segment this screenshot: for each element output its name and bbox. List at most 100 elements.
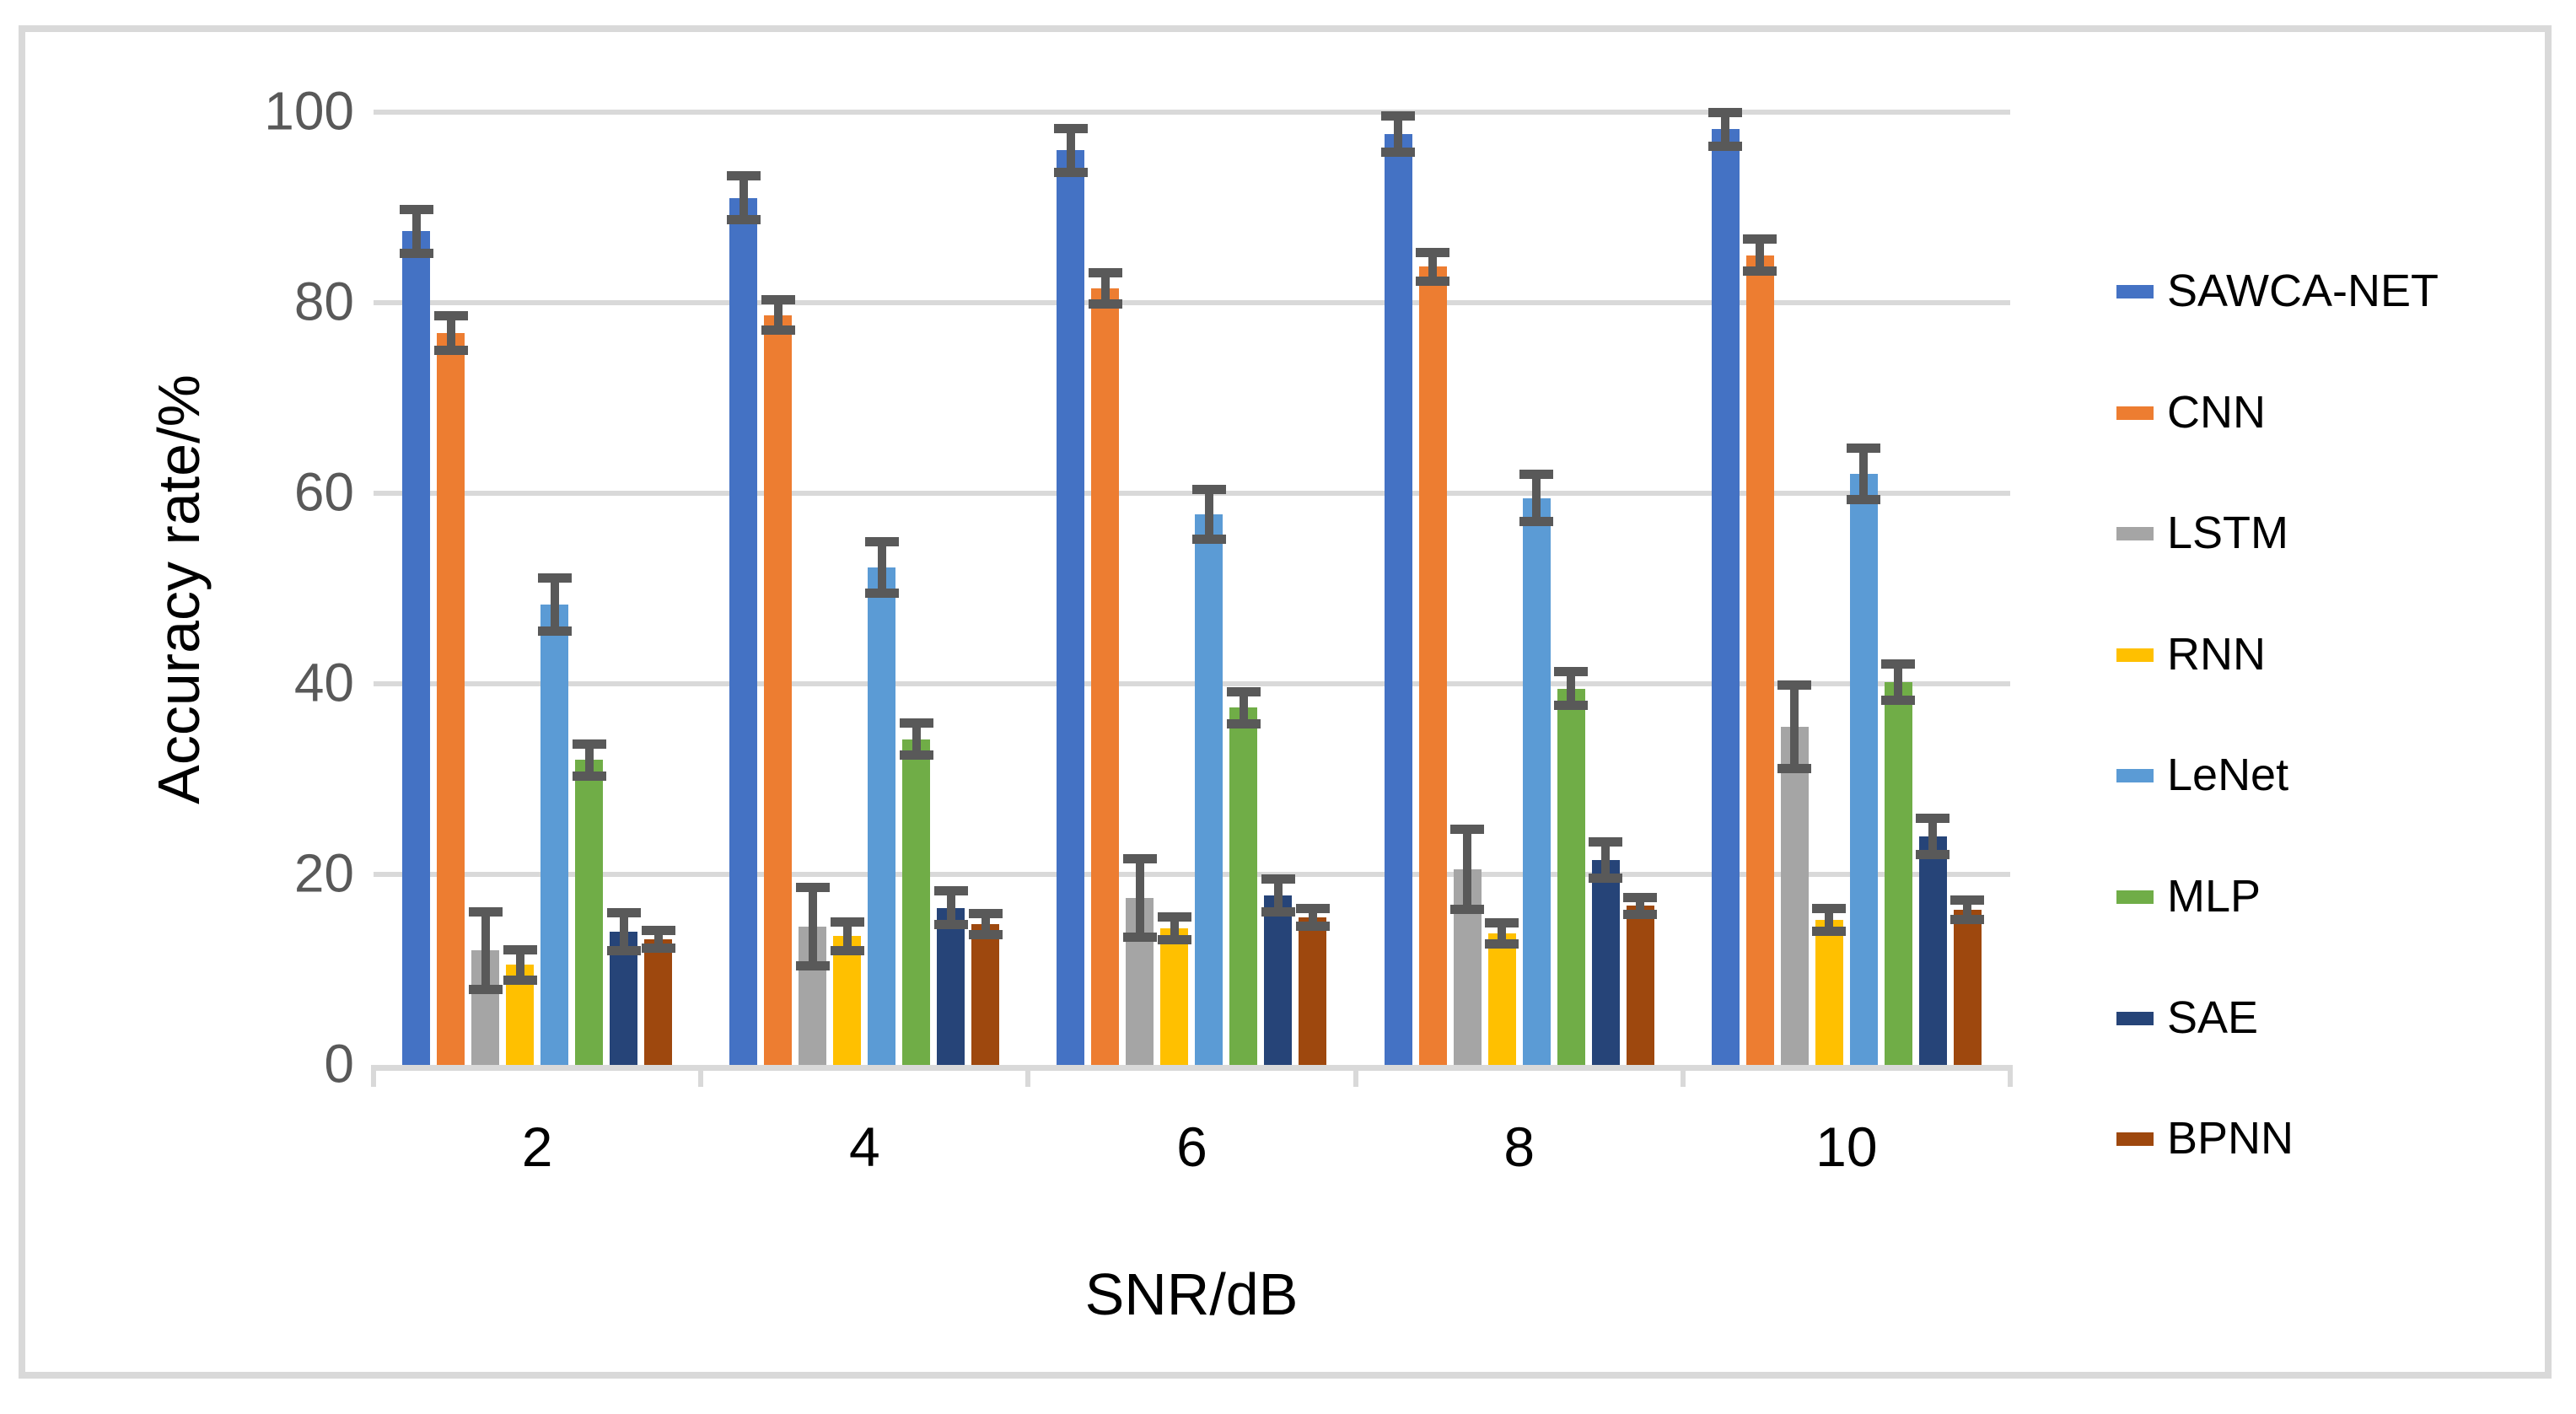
error-bar-cap-top <box>641 926 675 936</box>
error-bar-cap-bottom <box>761 325 795 336</box>
error-bar-whisker <box>773 299 782 331</box>
bar-cnn-snr4 <box>764 315 793 1065</box>
error-bar-cap-top <box>1554 666 1589 676</box>
error-bar-whisker <box>653 930 663 948</box>
error-bar-cap-bottom <box>1950 914 1985 924</box>
legend-item-label: BPNN <box>2167 1112 2294 1164</box>
error-bar-cap-bottom <box>1847 495 1881 505</box>
legend-swatch-sae <box>2116 1011 2154 1025</box>
error-bar-whisker <box>1066 128 1075 173</box>
bar-sae-snr10 <box>1918 836 1947 1065</box>
error-bar-cap-bottom <box>1554 701 1589 711</box>
error-bar-cap-bottom <box>468 985 503 995</box>
error-bar-whisker <box>1100 272 1110 304</box>
x-axis-line <box>374 1065 2010 1071</box>
error-bar-cap-bottom <box>864 589 899 599</box>
error-bar-cap-bottom <box>641 943 675 953</box>
bar-sae-snr6 <box>1264 895 1293 1065</box>
error-bar-whisker <box>1567 671 1576 706</box>
error-bar-whisker <box>1498 922 1507 944</box>
bar-mlp-snr10 <box>1884 681 1912 1065</box>
error-bar-cap-top <box>830 917 864 927</box>
x-tick-label: 2 <box>521 1116 553 1178</box>
gridline <box>374 110 2010 115</box>
x-axis-tick-mark <box>1680 1065 1686 1087</box>
error-bar-whisker <box>1428 252 1438 281</box>
legend-swatch-bpnn <box>2116 1132 2154 1147</box>
bar-bpnn-snr8 <box>1626 906 1654 1065</box>
error-bar-whisker <box>1532 474 1541 522</box>
bar-lstm-snr10 <box>1780 726 1809 1065</box>
error-bar-cap-top <box>761 295 795 305</box>
error-bar-whisker <box>1204 489 1213 540</box>
legend-swatch-mlp <box>2116 890 2154 904</box>
error-bar-cap-top <box>503 944 537 954</box>
error-bar-whisker <box>1859 448 1869 500</box>
error-bar-cap-top <box>433 311 468 321</box>
error-bar-cap-bottom <box>1589 874 1623 884</box>
bar-mlp-snr4 <box>902 739 931 1065</box>
error-bar-cap-top <box>572 739 606 749</box>
error-bar-whisker <box>877 541 886 594</box>
legend-item-label: CNN <box>2167 386 2266 438</box>
error-bar-cap-bottom <box>1226 718 1261 729</box>
bar-cnn-snr6 <box>1091 288 1120 1065</box>
error-bar-cap-top <box>726 171 761 181</box>
error-bar-cap-top <box>1708 107 1743 117</box>
error-bar-whisker <box>946 890 955 925</box>
error-bar-cap-top <box>1053 123 1088 133</box>
error-bar-whisker <box>446 315 455 351</box>
bar-sawca-net-snr8 <box>1384 133 1412 1065</box>
legend-item-label: MLP <box>2167 870 2261 922</box>
error-bar-cap-bottom <box>1743 266 1777 277</box>
error-bar-whisker <box>842 922 852 951</box>
bar-rnn-snr10 <box>1815 920 1843 1065</box>
error-bar-cap-top <box>399 204 433 214</box>
error-bar-cap-bottom <box>1381 147 1416 157</box>
error-bar-whisker <box>411 209 421 254</box>
error-bar-cap-bottom <box>1812 927 1847 937</box>
error-bar-cap-top <box>1847 444 1881 454</box>
x-axis-title: SNR/dB <box>1084 1261 1299 1327</box>
bar-lenet-snr8 <box>1522 497 1551 1065</box>
error-bar-cap-top <box>1226 686 1261 696</box>
error-bar-cap-bottom <box>1708 142 1743 152</box>
error-bar-whisker <box>619 912 628 951</box>
legend-item-label: LSTM <box>2167 507 2289 558</box>
x-axis-tick-mark <box>371 1065 376 1087</box>
y-tick-label: 0 <box>324 1033 354 1094</box>
bar-mlp-snr2 <box>575 760 603 1065</box>
error-bar-cap-top <box>1777 680 1812 690</box>
error-bar-whisker <box>739 175 748 220</box>
error-bar-cap-top <box>606 907 641 917</box>
error-bar-cap-bottom <box>1122 933 1157 943</box>
gridline <box>374 681 2010 686</box>
error-bar-whisker <box>1894 664 1903 701</box>
bar-lenet-snr2 <box>540 605 568 1065</box>
error-bar-cap-top <box>1950 895 1985 905</box>
x-tick-label: 4 <box>848 1116 880 1178</box>
error-bar-cap-bottom <box>830 945 864 955</box>
error-bar-cap-top <box>1450 825 1485 835</box>
error-bar-cap-bottom <box>1777 764 1812 774</box>
error-bar-cap-bottom <box>1916 849 1950 859</box>
error-bar-whisker <box>1239 691 1248 724</box>
y-tick-label: 60 <box>293 461 354 523</box>
error-bar-whisker <box>1721 112 1730 147</box>
error-bar-cap-bottom <box>433 346 468 355</box>
x-axis-tick-mark <box>698 1065 704 1087</box>
error-bar-cap-bottom <box>899 750 933 761</box>
bar-lenet-snr6 <box>1195 513 1223 1065</box>
error-bar-cap-bottom <box>606 945 641 955</box>
x-axis-tick-mark <box>2008 1065 2013 1087</box>
bar-sawca-net-snr4 <box>729 197 758 1065</box>
error-bar-cap-bottom <box>1191 534 1226 544</box>
bar-cnn-snr10 <box>1745 255 1774 1065</box>
x-tick-label: 10 <box>1815 1116 1878 1178</box>
legend-item-label: SAE <box>2167 992 2259 1043</box>
x-axis-tick-mark <box>1353 1065 1358 1087</box>
y-axis-title: Accuracy rate/% <box>146 374 212 804</box>
error-bar-cap-bottom <box>1261 906 1295 917</box>
bar-lenet-snr4 <box>868 567 896 1065</box>
